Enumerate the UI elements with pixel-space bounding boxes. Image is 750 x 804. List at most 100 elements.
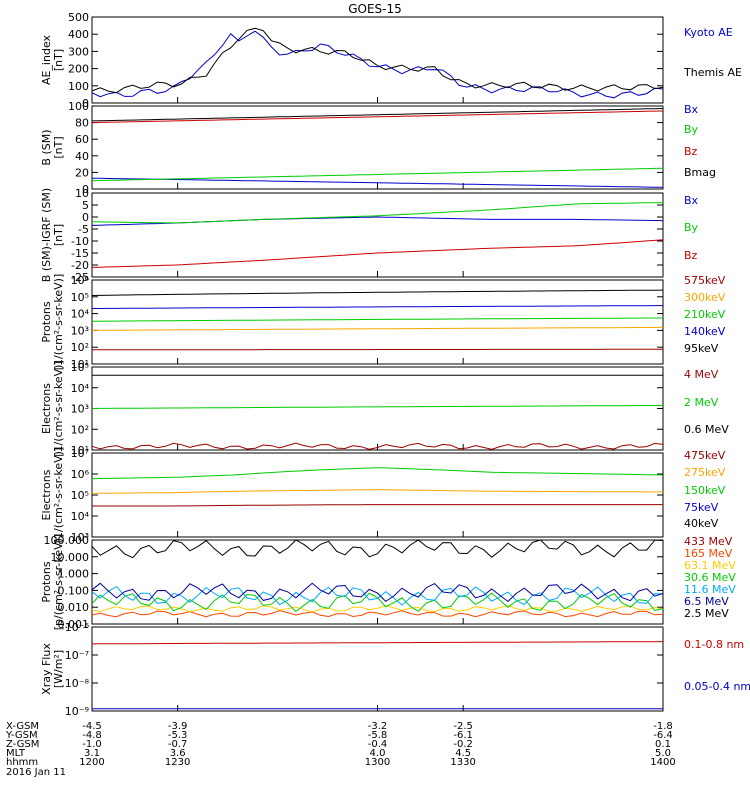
y-tick-label: 100.000 xyxy=(44,534,90,547)
axis-table-cell: 3.6 xyxy=(170,748,186,759)
legend-entry: Themis AE xyxy=(683,66,742,79)
series-line-2 xyxy=(91,605,664,613)
y-axis-label: [nT] xyxy=(52,224,65,246)
y-tick-label: 0 xyxy=(82,211,89,224)
axis-table-cell: -6.4 xyxy=(653,730,673,741)
y-axis-label: B (SM)-IGRF (SM) xyxy=(40,188,53,282)
axis-table-cell: -4.5 xyxy=(82,721,102,732)
axis-table-cell: 1300 xyxy=(365,757,390,768)
axis-table-row-label: X-GSM xyxy=(6,721,39,732)
y-tick-label: 10⁴ xyxy=(71,510,90,523)
series-line-0 xyxy=(91,216,664,226)
y-tick-label: 0.010 xyxy=(58,601,90,614)
legend-entry: 6.5 MeV xyxy=(684,595,729,608)
legend-entry: 95keV xyxy=(684,342,719,355)
legend-entry: By xyxy=(684,221,699,234)
y-tick-label: 10² xyxy=(71,341,89,354)
panel-frame xyxy=(91,539,664,625)
legend-entry: 4 MeV xyxy=(684,368,719,381)
y-tick-label: 10⁵ xyxy=(71,361,89,374)
y-axis-label: [nT] xyxy=(52,136,65,158)
y-axis-label: [nT] xyxy=(52,49,65,71)
series-line-0 xyxy=(92,504,663,507)
y-tick-label: 20 xyxy=(75,166,89,179)
legend-entry: 150keV xyxy=(684,484,726,497)
y-axis-label: Protons xyxy=(40,301,53,342)
panel-frame xyxy=(91,105,664,190)
axis-table-cell: 1400 xyxy=(650,757,675,768)
y-axis-label: B (SM) xyxy=(40,129,53,165)
axis-table-cell: 4.0 xyxy=(370,748,386,759)
y-tick-label: 0.001 xyxy=(58,618,90,631)
y-tick-label: -10 xyxy=(71,235,89,248)
legend-entry: 0.05-0.4 nm xyxy=(684,680,750,693)
y-tick-label: 10⁻⁶ xyxy=(65,621,90,634)
series-line-0 xyxy=(91,177,664,188)
axis-table-cell: -0.2 xyxy=(453,739,473,750)
legend-entry: By xyxy=(684,123,699,136)
legend-entry: 475keV xyxy=(684,449,726,462)
legend-entry: 2 MeV xyxy=(684,396,719,409)
legend-entry: Bmag xyxy=(684,166,716,179)
y-tick-label: 80 xyxy=(75,117,89,130)
y-tick-label: -15 xyxy=(71,247,89,260)
series-line-2 xyxy=(91,110,664,124)
y-tick-label: 10⁻⁸ xyxy=(65,677,90,690)
y-axis-label: [1/(cm²-s-sr-keV)] xyxy=(52,360,65,457)
series-line-1 xyxy=(92,489,663,494)
axis-table-cell: -5.8 xyxy=(368,730,388,741)
legend-entry: 0.6 MeV xyxy=(684,423,729,436)
y-tick-label: -25 xyxy=(71,271,89,284)
y-tick-label: 10³ xyxy=(71,403,89,416)
legend-entry: 40keV xyxy=(684,517,719,530)
axis-table-cell: -1.8 xyxy=(653,721,673,732)
axis-table-cell: -6.1 xyxy=(453,730,473,741)
series-line-0 xyxy=(91,641,664,645)
series-line-5 xyxy=(91,582,664,603)
series-line-3 xyxy=(91,108,664,122)
series-line-0 xyxy=(92,348,663,351)
axis-table-cell: 3.1 xyxy=(84,748,100,759)
series-line-4 xyxy=(91,289,664,296)
y-tick-label: 100 xyxy=(68,100,89,113)
legend-entry: 165 MeV xyxy=(684,547,733,560)
panel-6: 10³ 10⁴ 10⁵ 10⁶ 10⁷ Electrons [1/(cm²-s-sr-keV… xyxy=(40,447,726,544)
axis-table-date: 2016 Jan 11 xyxy=(6,767,66,778)
y-tick-label: 10⁷ xyxy=(71,447,89,460)
axis-table-cell: -0.4 xyxy=(368,739,388,750)
series-line-1 xyxy=(91,610,664,618)
y-tick-label: 60 xyxy=(75,133,89,146)
axis-table-cell: 5.0 xyxy=(655,748,671,759)
legend-entry: Bz xyxy=(684,249,698,262)
series-line-2 xyxy=(91,317,663,322)
y-tick-label: 1.000 xyxy=(58,568,90,581)
series-line-1 xyxy=(91,202,664,224)
y-tick-label: 10² xyxy=(71,423,89,436)
series-line-4 xyxy=(91,585,664,606)
axis-table-cell: -2.5 xyxy=(453,721,473,732)
axis-table-row-label: Z-GSM xyxy=(6,739,39,750)
legend-entry: 575keV xyxy=(684,274,726,287)
panel-frame xyxy=(91,192,664,278)
y-axis-label: Electrons xyxy=(40,469,53,520)
panel-frame xyxy=(91,16,664,104)
y-axis-label: [1/(cm²-s-sr-keV)] xyxy=(52,274,65,371)
legend-entry: 210keV xyxy=(684,308,726,321)
y-tick-label: -5 xyxy=(78,223,89,236)
chart-title: GOES-15 xyxy=(348,2,402,16)
axis-table-cell: 4.5 xyxy=(455,748,471,759)
y-tick-label: 10⁻⁹ xyxy=(65,705,89,718)
axis-table-row-label: hhmm xyxy=(6,757,38,768)
axis-table-cell: 1330 xyxy=(450,757,475,768)
y-tick-label: 40 xyxy=(75,150,89,163)
axis-table-cell: -5.3 xyxy=(168,730,188,741)
panel-8: 10⁻⁹ 10⁻⁸ 10⁻⁷ 10⁻⁶ Xray Flux [W/m²] 0.1-0.8 n… xyxy=(40,621,750,718)
y-tick-label: 5 xyxy=(82,199,89,212)
legend-entry: Bx xyxy=(684,194,699,207)
y-tick-label: 10³ xyxy=(71,324,89,337)
